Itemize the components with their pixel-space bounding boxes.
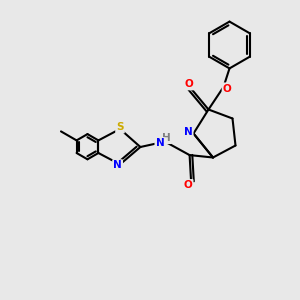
Text: N: N (155, 138, 164, 148)
Text: S: S (116, 122, 124, 133)
Text: N: N (184, 127, 193, 137)
Text: O: O (184, 180, 193, 190)
Text: N: N (113, 160, 122, 170)
Text: H: H (162, 133, 171, 143)
Text: O: O (184, 79, 194, 89)
Text: O: O (223, 83, 232, 94)
